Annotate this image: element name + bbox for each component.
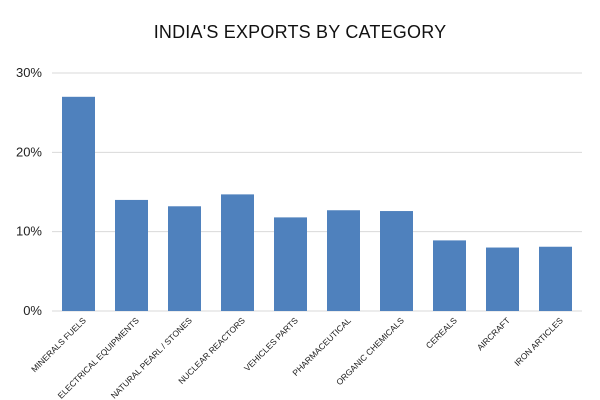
x-tick-label: IRON ARTICLES — [512, 315, 565, 368]
bar-cereals — [433, 240, 466, 311]
bar-minerals-fuels — [62, 96, 95, 311]
x-tick-label: PHARMACEUTICAL — [290, 315, 353, 378]
y-tick-label: 0% — [23, 303, 42, 318]
bar-vehicles-parts — [274, 217, 307, 311]
x-tick-label: MINERALS FUELS — [29, 315, 88, 374]
y-tick-label: 30% — [16, 65, 42, 80]
bar-natural-pearl-stones — [168, 206, 201, 311]
bar-pharmaceutical — [327, 210, 360, 311]
x-tick-label: AIRCRAFT — [475, 315, 512, 352]
y-tick-label: 20% — [16, 144, 42, 159]
bar-nuclear-reactors — [221, 194, 254, 311]
bar-electrical-equipments — [115, 199, 148, 311]
bar-organic-chemicals — [380, 211, 413, 311]
bar-aircraft — [486, 247, 519, 311]
x-tick-label: VEHICLES PARTS — [242, 315, 300, 373]
chart-title: INDIA'S EXPORTS BY CATEGORY — [153, 22, 447, 42]
bar-iron-articles — [539, 246, 572, 311]
y-tick-label: 10% — [16, 224, 42, 239]
x-tick-label: CEREALS — [424, 315, 459, 350]
